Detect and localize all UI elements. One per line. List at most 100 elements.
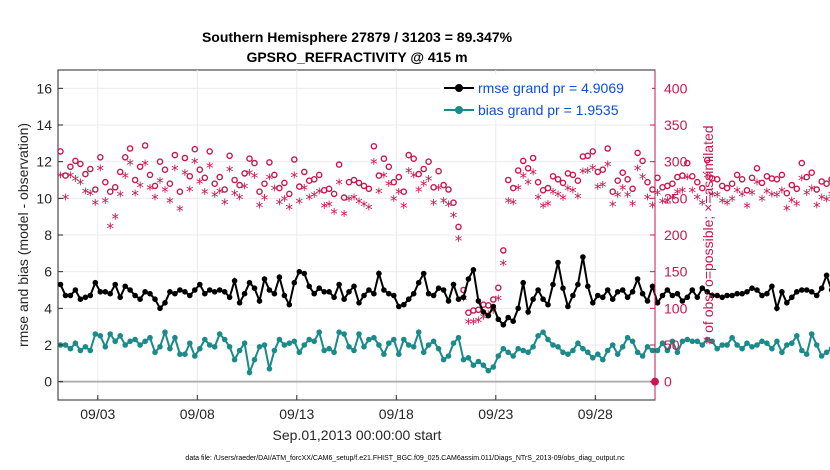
obs-assimilated-point: * [291, 168, 299, 186]
obs-assimilated-point: * [216, 185, 224, 203]
obs-assimilated-point: * [748, 186, 756, 204]
series-point [664, 287, 671, 293]
obs-possible-point [276, 184, 283, 192]
obs-assimilated-point: * [420, 177, 428, 195]
obs-possible-point [310, 175, 318, 183]
obs-assimilated-point: * [758, 192, 766, 210]
obs-assimilated-point: * [301, 181, 309, 199]
series-point [167, 289, 173, 295]
series-point [376, 270, 382, 277]
series-point [420, 349, 427, 356]
series-point [306, 283, 313, 290]
series-point [67, 345, 74, 352]
obs-possible-point [589, 148, 597, 155]
series-point [336, 281, 342, 288]
obs-assimilated-point: * [803, 186, 811, 204]
series-point [510, 318, 516, 325]
obs-assimilated-point: * [151, 190, 159, 208]
y-tick-label-left: 12 [36, 154, 52, 170]
series-point [649, 347, 656, 354]
series-point [286, 301, 293, 308]
chart-subtitle: GPSRO_REFRACTIVITY @ 415 m [246, 49, 467, 65]
obs-assimilated-point: * [654, 186, 662, 204]
obs-possible-point [146, 171, 154, 179]
obs-assimilated-point: * [723, 196, 731, 214]
series-point [316, 285, 323, 292]
obs-possible-point [106, 188, 114, 195]
obs-possible-point [475, 306, 482, 314]
obs-assimilated-point: * [296, 195, 304, 213]
y-tick-label-right: 300 [664, 154, 688, 170]
obs-assimilated-point: * [529, 165, 537, 183]
series-point [699, 342, 706, 348]
series-point [739, 290, 745, 297]
obs-assimilated-point: * [649, 198, 657, 216]
obs-assimilated-point: * [286, 201, 294, 219]
obs-assimilated-point: * [111, 210, 119, 228]
obs-assimilated-point: * [121, 169, 129, 187]
series-point [749, 344, 755, 350]
series-point [192, 353, 198, 359]
series-point [674, 349, 681, 356]
series-point [808, 289, 815, 295]
series-point [794, 289, 800, 295]
obs-assimilated-point: * [435, 181, 443, 199]
obs-assimilated-point: * [116, 187, 124, 205]
series-point [530, 344, 536, 350]
series-point [719, 342, 725, 348]
series-point [231, 356, 238, 363]
obs-assimilated-point: * [475, 314, 483, 332]
series-point [296, 349, 303, 356]
series-point [774, 305, 780, 312]
legend: rmse grand pr = 4.9069 bias grand pr = 1… [440, 74, 652, 120]
series-point [485, 312, 492, 319]
series-point [565, 351, 571, 358]
series-point [435, 345, 442, 352]
obs-possible-point [325, 185, 333, 193]
obs-possible-point [67, 163, 74, 171]
obs-possible-point [385, 163, 393, 171]
obs-possible-point [425, 158, 432, 165]
series-point [649, 283, 656, 290]
obs-possible-point [440, 181, 447, 189]
series-point [818, 353, 825, 359]
series-point [515, 305, 521, 312]
series-point [460, 356, 467, 363]
obs-assimilated-point: * [639, 170, 647, 188]
obs-assimilated-point: * [305, 190, 313, 208]
series-point [172, 290, 178, 297]
series-point [405, 296, 412, 303]
obs-assimilated-point: * [783, 201, 791, 219]
obs-assimilated-point: * [72, 172, 80, 190]
obs-assimilated-point: * [674, 185, 682, 203]
series-point [634, 349, 641, 356]
series-point [540, 296, 546, 303]
y-tick-label-right: 150 [664, 264, 688, 280]
obs-assimilated-point: * [788, 193, 796, 211]
obs-assimilated-point: * [146, 181, 154, 199]
series-point [87, 347, 94, 354]
obs-assimilated-point: * [355, 195, 363, 213]
obs-possible-point [455, 223, 462, 231]
series-point [823, 349, 830, 356]
obs-assimilated-point: * [460, 292, 468, 310]
series-point [699, 285, 706, 292]
series-point [67, 292, 74, 299]
obs-possible-point [689, 172, 696, 180]
x-axis-label: Sep.01,2013 00:00:00 start [273, 427, 442, 443]
series-point [734, 290, 740, 297]
series-point [211, 344, 218, 350]
obs-possible-point [703, 156, 711, 164]
obs-assimilated-point: * [320, 199, 328, 217]
obs-possible-point [544, 184, 552, 192]
series-point [465, 276, 472, 282]
y-tick-label-right: 350 [664, 117, 688, 133]
series-point [102, 344, 109, 350]
series-point [152, 296, 158, 303]
series-point [450, 340, 457, 347]
series-point [271, 290, 278, 297]
series-point [331, 294, 337, 301]
series-point [386, 340, 392, 347]
series-point [162, 300, 168, 306]
obs-assimilated-point: * [569, 184, 577, 202]
